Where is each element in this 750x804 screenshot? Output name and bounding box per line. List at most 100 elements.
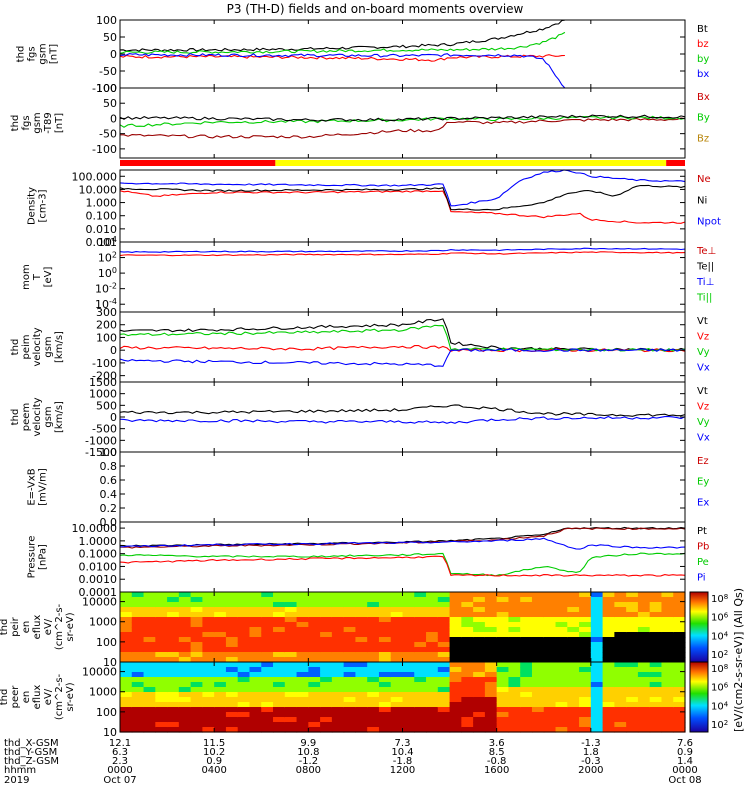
heatmap-cell [143, 612, 156, 618]
y-tick-label: 100.000 [72, 170, 118, 183]
heatmap-cell [343, 612, 357, 618]
heatmap-cell [131, 682, 145, 688]
heatmap-cell [120, 657, 133, 663]
heatmap-cell [496, 617, 510, 623]
heatmap-cell [131, 697, 145, 703]
y-tick-label: -50 [99, 65, 117, 78]
heatmap-cell [555, 642, 568, 648]
heatmap-cell [426, 682, 439, 688]
heatmap-cell [602, 712, 615, 718]
heatmap-cell [261, 637, 274, 643]
heatmap-cell [225, 612, 239, 618]
y-axis-label: gsm [38, 43, 49, 64]
heatmap-cell [225, 687, 239, 693]
y-axis-label: [km/s] [54, 401, 65, 433]
y-axis-label: (cm^2-s- [54, 603, 65, 650]
heatmap-cell [426, 632, 439, 638]
heatmap-cell [626, 632, 639, 638]
heatmap-cell [602, 612, 615, 618]
heatmap-cell [626, 707, 639, 713]
y-tick-label: 102 [98, 251, 117, 265]
heatmap-cell [637, 662, 651, 668]
y-axis-label: peim [21, 334, 32, 359]
heatmap-cell [520, 687, 533, 693]
ephemeris-value: 11.5 [203, 738, 225, 749]
heatmap-cell [331, 597, 345, 603]
heatmap-cell [649, 622, 663, 628]
heatmap-cell [661, 652, 674, 658]
heatmap-cell [602, 692, 615, 698]
heatmap-cell [449, 697, 462, 703]
heatmap-cell [131, 647, 145, 653]
heatmap-cell [402, 597, 415, 603]
heatmap-cell [484, 607, 498, 613]
heatmap-peer_en_eflux [120, 662, 686, 733]
y-axis-label: eV/ [43, 618, 54, 635]
heatmap-cell [579, 627, 592, 633]
heatmap-cell [614, 662, 627, 668]
heatmap-cell [673, 647, 686, 653]
heatmap-cell [473, 607, 486, 613]
heatmap-cell [249, 687, 262, 693]
heatmap-cell [402, 607, 415, 613]
heatmap-cell [473, 617, 486, 623]
heatmap-cell [602, 607, 615, 613]
heatmap-cell [390, 667, 404, 673]
heatmap-cell [143, 717, 156, 723]
heatmap-cell [543, 667, 557, 673]
heatmap-cell [273, 667, 286, 673]
heatmap-cell [637, 667, 651, 673]
heatmap-cell [461, 632, 474, 638]
heatmap-cell [390, 682, 404, 688]
heatmap-cell [261, 632, 274, 638]
heatmap-cell [249, 697, 262, 703]
heatmap-cell [355, 637, 368, 643]
series-line-Npot [119, 169, 686, 207]
heatmap-cell [590, 672, 604, 678]
heatmap-cell [155, 617, 168, 623]
heatmap-cell [626, 647, 639, 653]
heatmap-cell [555, 712, 568, 718]
heatmap-cell [661, 667, 674, 673]
heatmap-cell [355, 712, 368, 718]
heatmap-cell [273, 687, 286, 693]
heatmap-cell [661, 632, 674, 638]
heatmap-cell [520, 632, 533, 638]
heatmap-cell [143, 652, 156, 658]
ephemeris-row-label: hhmm [4, 765, 36, 776]
heatmap-cell [508, 687, 521, 693]
heatmap-cell [590, 662, 604, 668]
heatmap-cell [296, 722, 309, 728]
heatmap-cell [167, 642, 180, 648]
heatmap-cell [378, 717, 392, 723]
heatmap-cell [567, 622, 580, 628]
heatmap-cell [508, 632, 521, 638]
heatmap-cell [649, 662, 663, 668]
heatmap-cell [461, 597, 474, 603]
heatmap-cell [143, 632, 156, 638]
heatmap-cell [637, 652, 651, 658]
heatmap-cell [461, 622, 474, 628]
heatmap-cell [167, 707, 180, 713]
heatmap-cell [531, 707, 545, 713]
heatmap-cell [355, 697, 368, 703]
heatmap-cell [484, 632, 498, 638]
heatmap-cell [178, 632, 192, 638]
heatmap-cell [296, 687, 309, 693]
heatmap-cell [155, 707, 168, 713]
ephemeris-value: 1.8 [583, 747, 599, 758]
heatmap-cell [614, 717, 627, 723]
heatmap-cell [579, 602, 592, 608]
heatmap-cell [508, 662, 521, 668]
heatmap-cell [320, 727, 333, 733]
heatmap-cell [426, 722, 439, 728]
heatmap-cell [296, 602, 309, 608]
heatmap-cell [531, 727, 545, 733]
heatmap-cell [461, 602, 474, 608]
heatmap-cell [355, 642, 368, 648]
heatmap-cell [155, 662, 168, 668]
heatmap-cell [461, 702, 474, 708]
heatmap-cell [531, 677, 545, 683]
heatmap-cell [637, 617, 651, 623]
heatmap-cell [402, 642, 415, 648]
